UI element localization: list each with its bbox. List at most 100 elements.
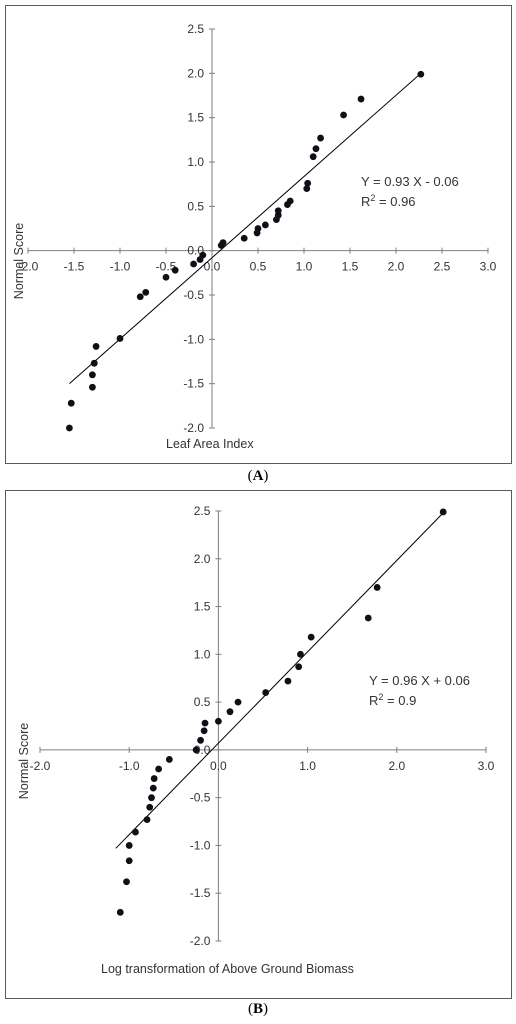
data-point [417,70,425,78]
panel-label-a: (A) [0,468,516,485]
y-tick-label: -1.5 [190,886,211,900]
data-point [262,689,270,696]
panel-label-a-letter: A [252,468,264,484]
y-axis-label: Normal Score [12,223,26,299]
data-point [171,266,179,274]
r-squared-suffix: = 0.96 [375,194,415,209]
data-point [199,251,207,259]
x-tick-label: 3.0 [480,260,497,274]
y-tick-label: -0.5 [190,791,211,805]
data-point [125,857,133,865]
data-point [309,153,317,161]
y-tick-label: 0.5 [194,695,211,709]
data-point [254,225,262,232]
data-point [439,508,447,516]
x-tick-label: 0.0 [204,260,221,274]
x-tick-label: 1.0 [296,260,313,274]
panel-a: -2.0 -1.5 -1.0 -0.5 0.0 0.5 1.0 1.5 2.0 2.5 3.0 -2.… [5,5,512,464]
data-point [286,197,294,205]
x-tick-label: 3.0 [478,759,495,773]
data-point [66,424,73,432]
data-point [116,908,124,916]
x-tick-label: 2.0 [388,260,405,274]
data-point [143,816,151,824]
x-axis-label: Log transformation of Above Ground Bioma… [101,962,354,976]
data-point [197,736,204,744]
data-point [92,343,100,350]
data-point [357,95,365,103]
x-tick-label: -1.5 [64,260,85,274]
data-point [373,584,381,591]
data-point [125,842,133,849]
data-point [304,179,312,187]
r-squared-prefix: R [369,693,378,708]
y-tick-label: 0.0 [194,743,211,757]
data-point [284,677,292,685]
data-point [295,663,303,671]
data-point [274,207,282,215]
x-tick-label: -0.5 [156,260,177,274]
data-point [148,794,155,802]
y-tick-label: 1.0 [187,155,204,169]
x-tick-label: 0.5 [250,260,267,274]
panel-label-b-letter: B [252,1001,263,1017]
x-axis-label: Leaf Area Index [166,437,254,451]
panel-label-b: (B) [0,1001,516,1018]
data-point [90,359,98,367]
data-point [89,383,96,391]
panel-b: -2.0 -1.0 0.0 1.0 2.0 3.0 -2.0 -1.5 -1.0 -0.5 0.0 0… [5,490,512,999]
data-point [226,708,234,716]
y-tick-label: 1.0 [194,647,211,661]
data-point [136,293,144,301]
y-tick-label: 1.5 [194,600,211,614]
data-point [67,399,75,407]
data-point [317,134,324,142]
data-point [340,111,347,119]
data-point [307,633,315,641]
data-point [132,828,139,836]
data-point [150,775,158,782]
x-tick-label: -1.0 [110,260,131,274]
data-point [200,727,208,735]
y-axis-label: Normal Score [17,723,31,799]
data-point [190,260,198,268]
r-squared-prefix: R [361,194,370,209]
x-tick-label: 1.5 [342,260,359,274]
x-tick-label: 2.5 [434,260,451,274]
y-tick-label: 1.5 [187,111,204,125]
y-tick-label: 0.5 [187,199,204,213]
trendline [115,512,444,849]
data-point [234,698,242,706]
data-point [165,756,173,763]
r-squared-value: R2 = 0.96 [361,193,416,209]
x-tick-label: -2.0 [18,260,39,274]
data-point [261,221,269,229]
y-tick-label: 2.0 [187,66,204,80]
y-tick-label: -2.0 [190,934,211,948]
data-point [146,803,154,811]
r-squared-superscript: 2 [378,692,383,702]
data-point [116,335,124,342]
x-tick-label: 1.0 [299,759,316,773]
x-tick-label: 0.0 [210,759,227,773]
regression-equation: Y = 0.96 X + 0.06 [369,673,470,688]
y-tick-label: 2.5 [194,504,211,518]
x-tick-label: -1.0 [119,759,140,773]
regression-equation: Y = 0.93 X - 0.06 [361,174,459,189]
y-tick-label: 2.0 [194,552,211,566]
data-point [215,717,222,725]
y-tick-label: -1.5 [183,377,204,391]
r-squared-value: R2 = 0.9 [369,692,416,708]
trendline [69,72,422,385]
y-tick-label: 2.5 [187,22,204,36]
x-tick-label: 2.0 [388,759,405,773]
data-point [149,784,157,792]
data-point [240,234,248,242]
panel-label-b-open: ( [247,1001,253,1017]
data-point [303,185,311,193]
data-point [364,614,372,622]
data-point [219,239,227,247]
y-tick-label: -0.5 [183,288,204,302]
data-point [312,145,320,153]
data-point [123,878,130,886]
